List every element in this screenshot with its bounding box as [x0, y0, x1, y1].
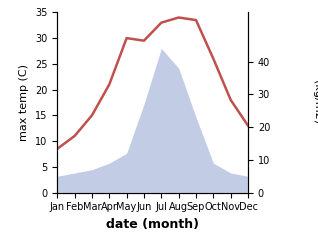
- Y-axis label: med. precipitation
(kg/m2): med. precipitation (kg/m2): [312, 51, 318, 154]
- X-axis label: date (month): date (month): [106, 218, 199, 231]
- Y-axis label: max temp (C): max temp (C): [19, 64, 30, 141]
